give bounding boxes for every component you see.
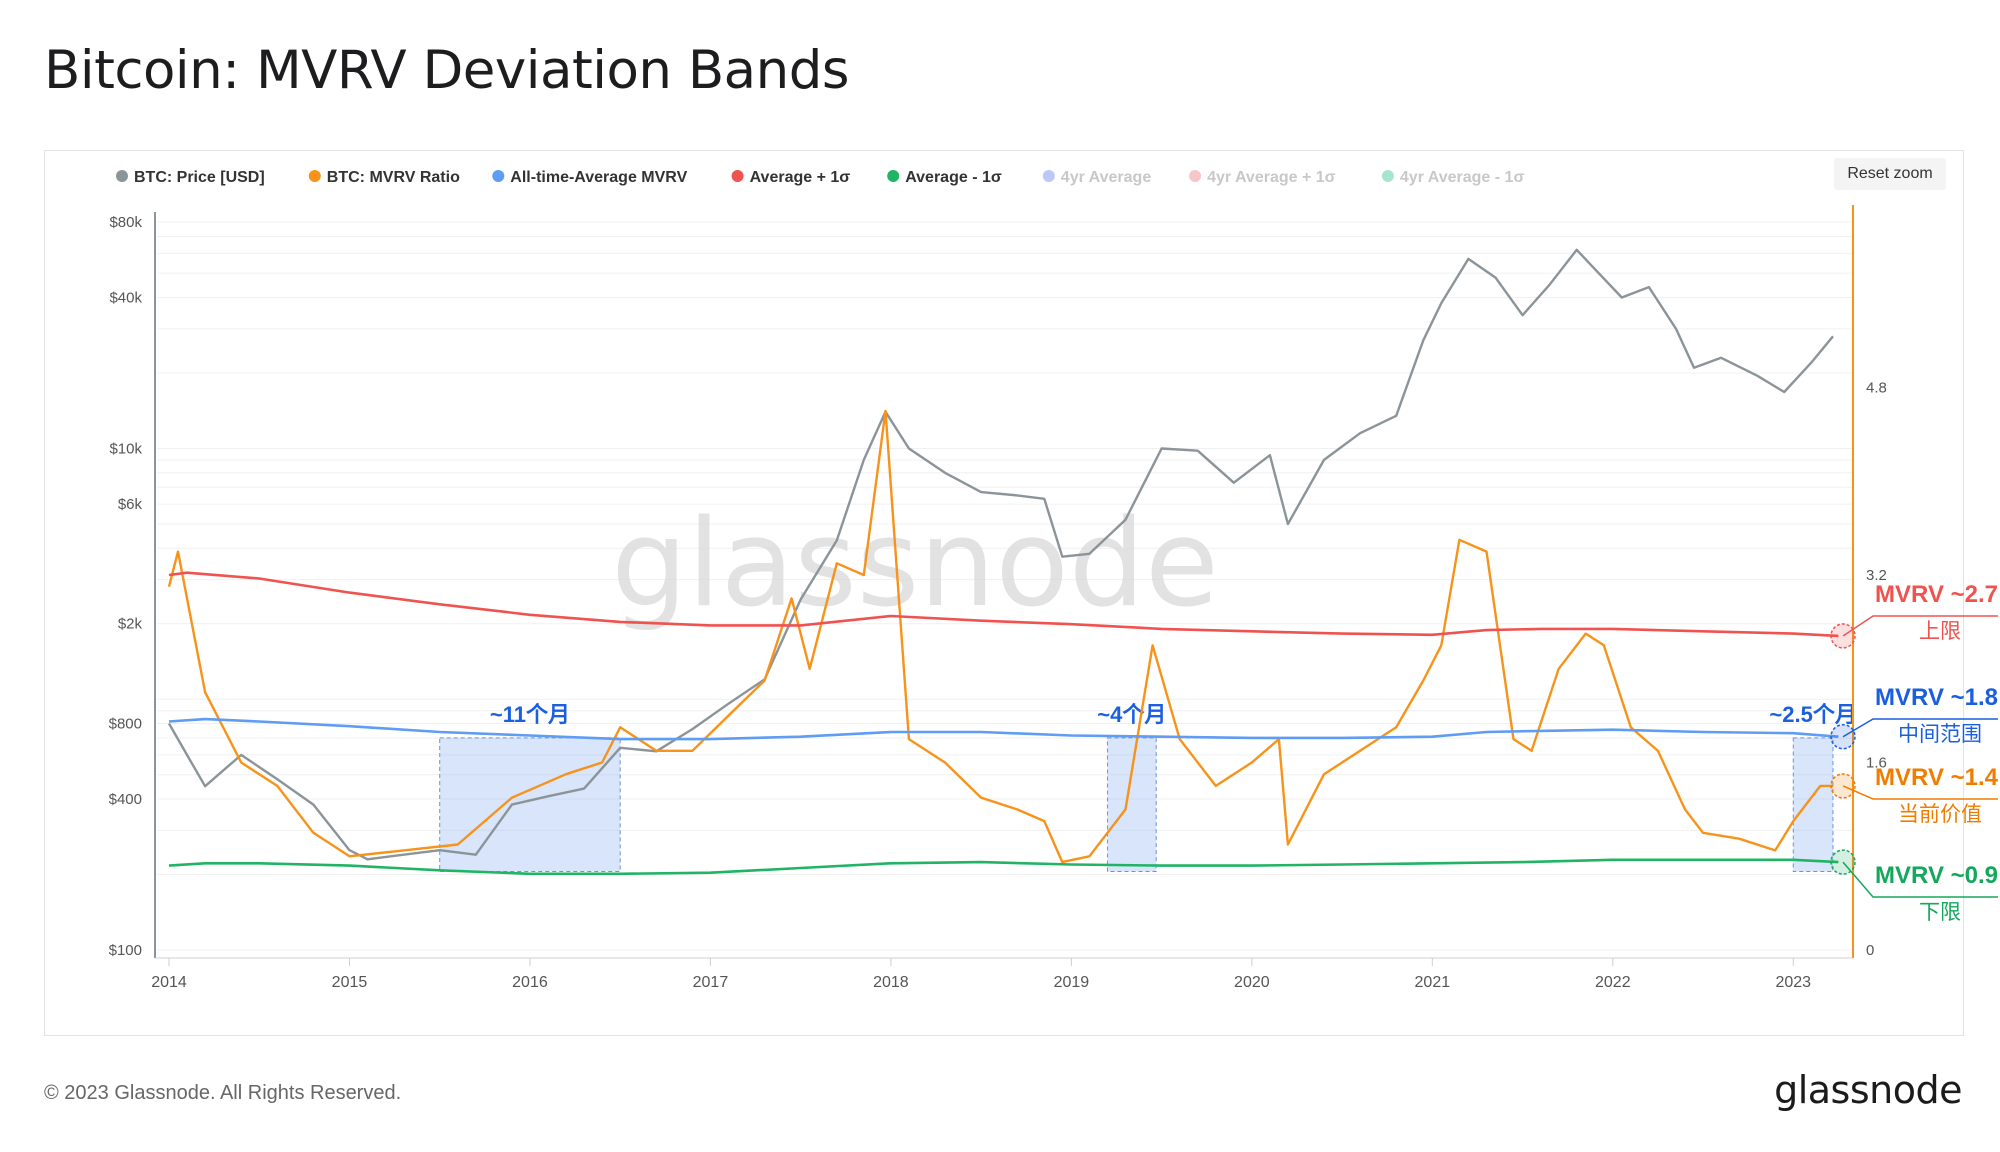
y-left-tick-label: $2k <box>118 616 143 633</box>
y-right-tick-label: 1.6 <box>1866 755 1887 772</box>
legend-marker <box>1189 170 1202 182</box>
x-tick-label: 2021 <box>1415 974 1451 991</box>
x-tick-label: 2022 <box>1595 974 1631 991</box>
highlight-boxes: ~11个月 ~4个月 ~2.5个月 <box>439 702 1857 872</box>
x-tick-label: 2014 <box>151 974 187 991</box>
y-left-tick-label: $10k <box>109 440 142 457</box>
annotation-value: MVRV ~0.9 <box>1875 862 1998 889</box>
series-line <box>168 571 1839 638</box>
y-left-tick-label: $800 <box>109 716 142 733</box>
legend-marker <box>731 170 744 182</box>
annotation-sub: 下限 <box>1919 901 1961 924</box>
axes: $80k $40k $10k $6k $2k $800 $400 $100 4.8 3.2 1.6 0… <box>109 205 1887 991</box>
series-line <box>168 858 1839 876</box>
y-left-tick-label: $40k <box>109 289 142 306</box>
annotation-value: MVRV ~1.8 <box>1875 684 1998 711</box>
legend-item[interactable]: 4yr Average + 1σ <box>1189 169 1336 186</box>
legend-item[interactable]: BTC: Price [USD] <box>116 169 265 186</box>
x-tick-label: 2017 <box>693 974 729 991</box>
highlight-label: ~4个月 <box>1097 702 1166 727</box>
legend: BTC: Price [USD] BTC: MVRV Ratio All-time-… <box>116 169 1524 186</box>
watermark: glassnode <box>611 495 1219 634</box>
reset-zoom-button[interactable]: Reset zoom <box>1834 158 1946 190</box>
x-tick-label: 2015 <box>332 974 368 991</box>
legend-item[interactable]: 4yr Average - 1σ <box>1381 169 1525 186</box>
y-left-tick-label: $100 <box>109 942 142 959</box>
legend-marker <box>1381 170 1394 182</box>
annotation-leader <box>1842 615 1998 637</box>
highlight-label: ~2.5个月 <box>1769 702 1856 727</box>
y-right-tick-label: 0 <box>1866 942 1874 959</box>
annotation-sub: 当前价值 <box>1898 803 1982 826</box>
legend-item[interactable]: Average - 1σ <box>887 169 1002 186</box>
series-line <box>168 717 1839 741</box>
legend-label: BTC: MVRV Ratio <box>327 169 460 186</box>
annotation-leader <box>1842 861 1998 898</box>
x-tick-label: 2019 <box>1054 974 1090 991</box>
legend-label: 4yr Average <box>1061 169 1152 186</box>
series-lines <box>167 248 1839 876</box>
x-tick-label: 2018 <box>873 974 909 991</box>
legend-item[interactable]: All-time-Average MVRV <box>492 169 688 186</box>
highlight-label: ~11个月 <box>490 702 570 727</box>
copyright: © 2023 Glassnode. All Rights Reserved. <box>44 1082 402 1104</box>
legend-label: Average + 1σ <box>750 169 851 186</box>
y-right-tick-label: 3.2 <box>1866 567 1887 584</box>
x-tick-label: 2020 <box>1234 974 1270 991</box>
series-line <box>167 409 1833 864</box>
annotation-sub: 上限 <box>1919 620 1961 643</box>
legend-marker <box>1042 170 1055 182</box>
legend-label: 4yr Average + 1σ <box>1207 169 1336 186</box>
annotations: MVRV ~2.7 上限 MVRV ~1.8 中间范围 MVRV ~1.4 当前价值 MVR… <box>1830 581 1999 924</box>
legend-marker <box>116 170 128 182</box>
page-title: Bitcoin: MVRV Deviation Bands <box>44 40 850 101</box>
highlight-box <box>1106 737 1157 872</box>
legend-item[interactable]: BTC: MVRV Ratio <box>308 169 460 186</box>
x-tick-label: 2016 <box>512 974 548 991</box>
series-line <box>167 248 1834 861</box>
legend-label: BTC: Price [USD] <box>134 169 265 186</box>
highlight-box <box>1792 737 1834 872</box>
legend-marker <box>308 170 321 182</box>
highlight-box <box>439 737 621 872</box>
annotation-value: MVRV ~1.4 <box>1875 764 1999 791</box>
legend-marker <box>492 170 505 182</box>
legend-marker <box>887 170 900 182</box>
annotation-value: MVRV ~2.7 <box>1875 581 1998 608</box>
glassnode-logo: glassnode <box>1774 1068 1962 1112</box>
legend-label: All-time-Average MVRV <box>510 169 687 186</box>
legend-item[interactable]: Average + 1σ <box>731 169 851 186</box>
x-tick-label: 2023 <box>1775 974 1811 991</box>
y-left-tick-label: $6k <box>118 496 143 513</box>
annotation-leader <box>1842 718 1998 738</box>
y-left-tick-label: $80k <box>109 214 142 231</box>
grid <box>157 221 1852 951</box>
legend-label: Average - 1σ <box>905 169 1002 186</box>
annotation-sub: 中间范围 <box>1898 723 1982 746</box>
annotation-leader <box>1842 785 1998 800</box>
legend-item[interactable]: 4yr Average <box>1042 169 1152 186</box>
legend-label: 4yr Average - 1σ <box>1400 169 1525 186</box>
y-left-tick-label: $400 <box>109 791 142 808</box>
y-right-tick-label: 4.8 <box>1866 380 1887 397</box>
